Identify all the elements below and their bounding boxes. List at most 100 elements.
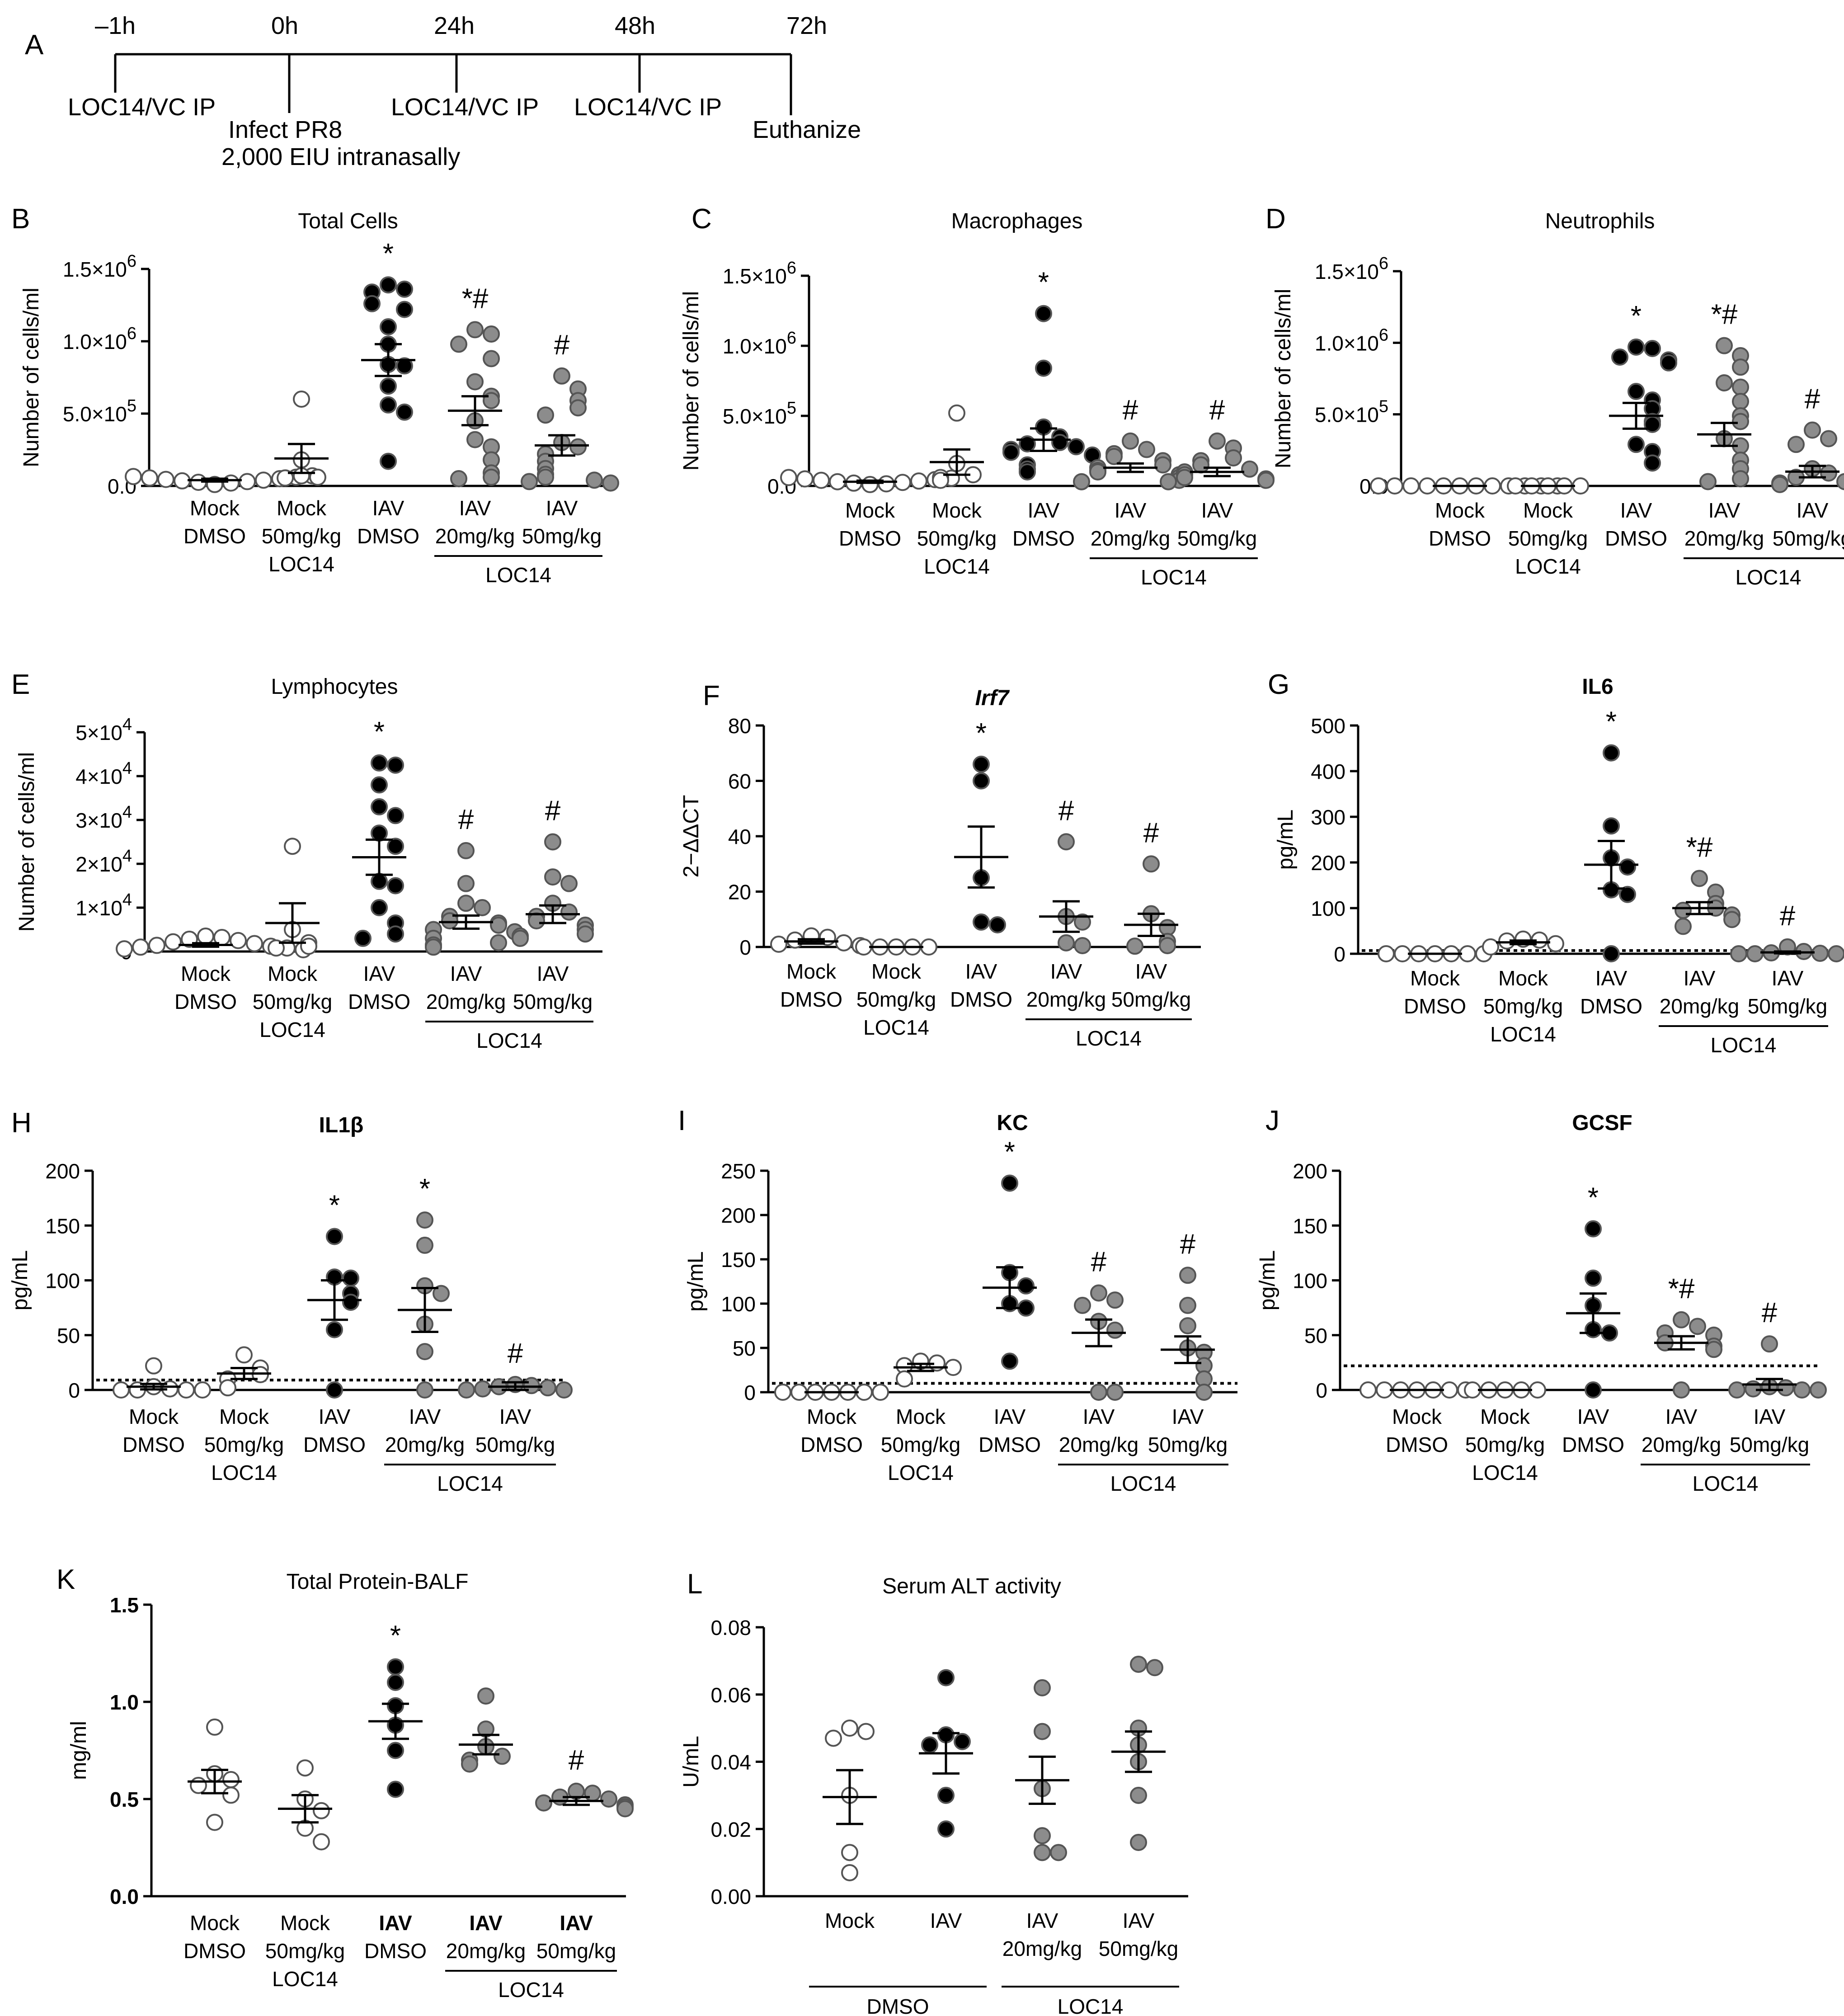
category-label: IAV — [319, 1405, 351, 1428]
category-label: Mock — [786, 960, 837, 983]
data-point — [896, 1370, 913, 1388]
data-point — [380, 396, 397, 414]
data-point — [560, 903, 578, 921]
data-point — [380, 318, 397, 335]
data-point — [1386, 477, 1403, 495]
chart-title: IL1β — [319, 1113, 364, 1137]
chart-panel-f: F Irf7 0 20 40 60 80 2−ΔΔCT Mock DMSO Mock 50mg/kg L… — [679, 680, 1201, 1050]
y-tick-label: 1.0×106 — [1315, 325, 1388, 355]
data-point — [490, 916, 507, 934]
data-point — [1192, 456, 1209, 474]
category-label: LOC14 — [863, 1016, 929, 1039]
data-point — [1106, 1321, 1124, 1339]
group-4-points — [1160, 432, 1275, 490]
category-label: 50mg/kg — [253, 990, 332, 1013]
data-point — [1484, 477, 1501, 495]
category-label: IAV — [560, 1911, 593, 1935]
group-3-points — [1675, 870, 1741, 935]
category-label: 50mg/kg — [475, 1433, 555, 1456]
data-point — [326, 1381, 343, 1399]
data-point — [387, 1780, 404, 1798]
significance-marker: *# — [1711, 299, 1738, 330]
data-point — [1746, 945, 1764, 962]
chart-title: KC — [997, 1111, 1028, 1135]
y-tick-label: 100 — [45, 1269, 80, 1293]
data-point — [380, 452, 397, 470]
data-point — [483, 468, 500, 486]
category-label: IAV — [372, 496, 405, 520]
data-point — [1673, 1381, 1690, 1399]
y-tick-label: 1×104 — [75, 890, 132, 920]
data-point — [222, 1786, 240, 1804]
data-point — [450, 470, 467, 487]
data-point — [1603, 744, 1620, 762]
data-point — [1730, 945, 1747, 962]
y-tick-label: 50 — [733, 1337, 756, 1360]
y-tick-label: 3×104 — [75, 803, 132, 832]
data-point — [371, 776, 388, 794]
data-point — [790, 1384, 808, 1401]
significance-marker: # — [554, 330, 570, 361]
data-point — [371, 754, 388, 772]
y-tick-label: 250 — [721, 1159, 756, 1183]
data-point — [813, 471, 830, 489]
y-axis-title: mg/ml — [67, 1721, 91, 1780]
y-axis-title: pg/mL — [1256, 1250, 1280, 1310]
data-point — [1001, 1174, 1018, 1192]
data-point — [1547, 935, 1564, 952]
data-point — [1126, 937, 1143, 955]
group-2-points — [1603, 744, 1636, 962]
data-point — [1019, 463, 1036, 480]
data-point — [313, 1802, 330, 1819]
y-tick-label: 4×104 — [75, 759, 132, 788]
data-point — [1619, 886, 1636, 903]
data-point — [1771, 476, 1788, 493]
data-point — [387, 838, 404, 855]
category-label: LOC14 — [1515, 555, 1581, 578]
data-point — [342, 1269, 359, 1287]
data-point — [1507, 477, 1524, 495]
data-point — [450, 335, 467, 353]
category-label: Mock — [280, 1911, 330, 1935]
panel-label: C — [692, 203, 712, 235]
data-point — [553, 367, 570, 385]
category-label: IAV — [409, 1405, 441, 1428]
data-point — [796, 470, 814, 488]
data-point — [1160, 473, 1177, 490]
group-0-points — [825, 1719, 875, 1881]
category-label: DMSO — [183, 1939, 246, 1963]
data-point — [841, 1864, 858, 1881]
data-point — [387, 1658, 404, 1676]
data-point — [544, 868, 561, 886]
data-point — [1090, 1284, 1107, 1302]
data-point — [219, 1379, 236, 1397]
data-point — [1419, 477, 1436, 495]
data-point — [387, 877, 404, 895]
group-1-points — [219, 1346, 269, 1397]
data-point — [387, 756, 404, 774]
data-point — [371, 824, 388, 842]
data-point — [1804, 421, 1821, 439]
data-point — [1146, 1659, 1163, 1677]
category-label: IAV — [459, 496, 491, 520]
hour-label: 24h — [434, 12, 475, 39]
data-point — [1035, 305, 1052, 322]
category-label: DMSO — [978, 1433, 1041, 1456]
category-label: 50mg/kg — [262, 524, 341, 548]
data-point — [555, 1381, 573, 1399]
category-label: IAV — [1772, 966, 1804, 990]
data-point — [1179, 1267, 1196, 1284]
data-point — [835, 934, 852, 951]
category-label: DMSO — [122, 1433, 185, 1456]
data-point — [1716, 374, 1733, 391]
group-4-points — [521, 367, 619, 492]
hour-label: 0h — [271, 12, 298, 39]
data-point — [1074, 1296, 1091, 1314]
data-point — [1122, 432, 1139, 450]
category-label: DMSO — [1012, 527, 1075, 550]
y-tick-label: 5.0×105 — [723, 399, 796, 428]
category-label: 50mg/kg — [856, 988, 936, 1011]
hour-label: 72h — [786, 12, 827, 39]
y-tick-label: 150 — [721, 1248, 756, 1272]
data-point — [937, 1786, 955, 1804]
